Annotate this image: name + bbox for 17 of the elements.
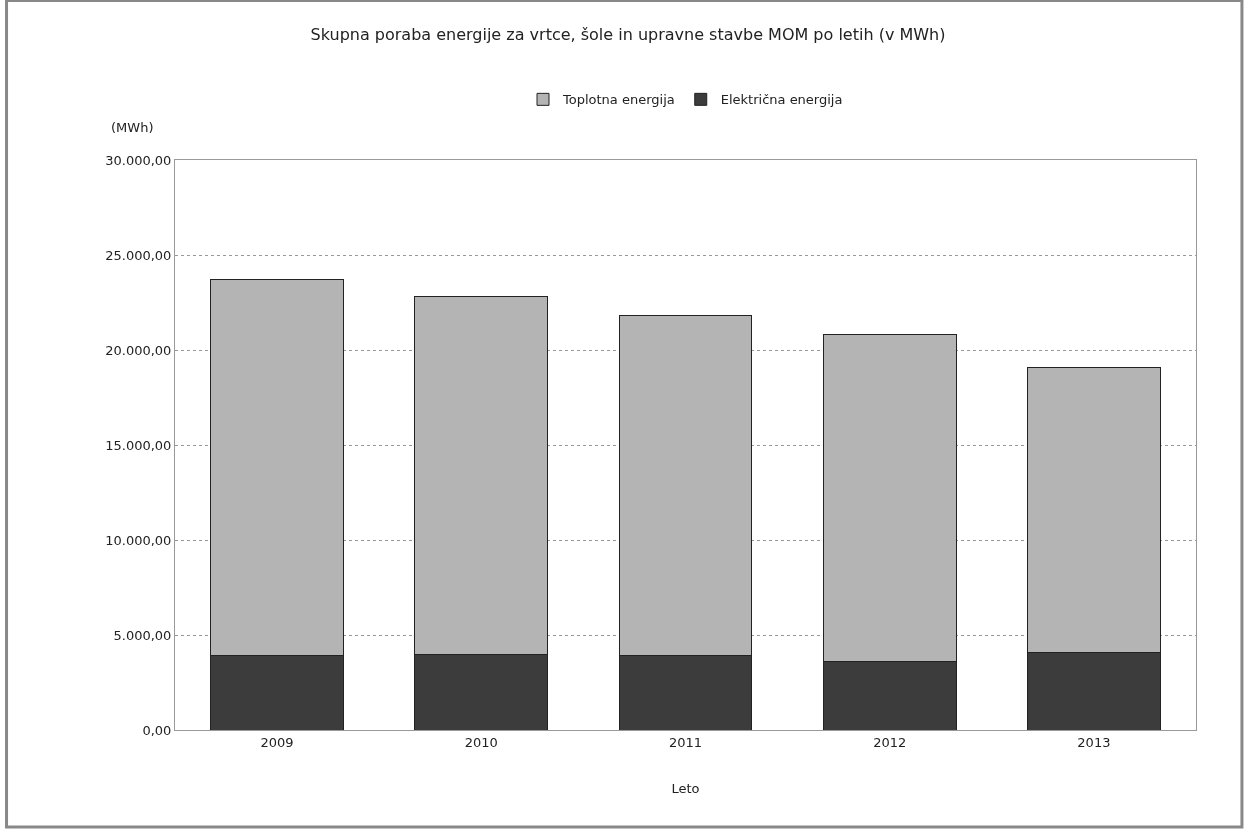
y-tick-label: 5.000,00 xyxy=(113,627,172,643)
chart-title: Skupna poraba energije za vrtce, šole in upravne stavbe MOM po letih (v MWh) xyxy=(310,25,946,45)
x-tick-label: 2012 xyxy=(873,734,907,750)
x-axis-title: Leto xyxy=(671,781,700,797)
y-tick-label: 10.000,00 xyxy=(105,532,172,548)
legend-label: Toplotna energija xyxy=(562,92,675,108)
x-tick-label: 2010 xyxy=(464,734,498,750)
y-tick-label: 0,00 xyxy=(142,722,172,738)
y-tick-label: 20.000,00 xyxy=(105,342,172,358)
y-tick-label: 30.000,00 xyxy=(105,152,172,168)
x-tick-label: 2009 xyxy=(260,734,294,750)
y-tick-label: 15.000,00 xyxy=(105,437,172,453)
legend-label: Električna energija xyxy=(720,92,843,108)
y-tick-label: 25.000,00 xyxy=(105,247,172,263)
x-tick-label: 2011 xyxy=(668,734,703,750)
y-axis-title: (MWh) xyxy=(111,120,154,135)
x-tick-label: 2013 xyxy=(1077,734,1111,750)
